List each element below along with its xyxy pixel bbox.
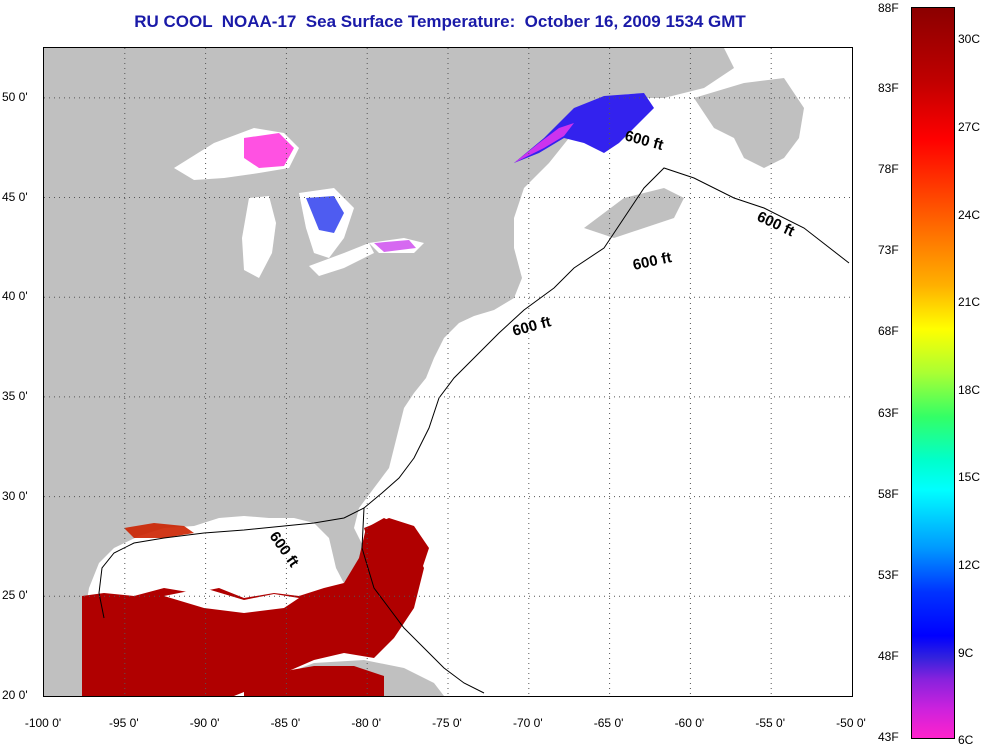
cuba-sst <box>244 666 384 696</box>
longitude-tick-label: -70 0' <box>512 716 543 730</box>
colorbar-fahrenheit-label: 68F <box>878 324 899 339</box>
contour-label-gulf: 600 ft <box>266 529 302 571</box>
latitude-tick-label: 20 0' <box>2 688 28 702</box>
latitude-tick-label: 25 0' <box>2 588 28 603</box>
nova-scotia-land <box>584 188 684 238</box>
newfoundland-land <box>694 78 804 168</box>
map-title: RU COOL NOAA-17 Sea Surface Temperature:… <box>134 12 746 31</box>
colorbar-fahrenheit-label: 58F <box>878 486 899 501</box>
lake-erie <box>309 243 374 276</box>
map-canvas: 600 ft 600 ft 600 ft 600 ft 600 ft <box>44 48 852 696</box>
colorbar-fahrenheit-label: 78F <box>878 162 899 177</box>
longitude-tick-label: -65 0' <box>593 716 624 730</box>
temperature-colorbar <box>911 7 955 739</box>
longitude-tick-label: -60 0' <box>674 716 705 730</box>
longitude-tick-label: -85 0' <box>270 716 301 730</box>
st-lawrence-sst <box>514 93 654 163</box>
longitude-tick-label: -100 0' <box>24 716 62 730</box>
colorbar-celsius-label: 6C <box>958 733 974 748</box>
colorbar-celsius-label: 30C <box>958 32 981 47</box>
colorbar-celsius-label: 24C <box>958 207 981 222</box>
latitude-tick-label: 50 0' <box>2 89 28 104</box>
colorbar-celsius-label: 15C <box>958 470 981 485</box>
grid-lines <box>44 48 852 696</box>
latitude-tick-label: 35 0' <box>2 388 28 403</box>
contour-label-georges-bank: 600 ft <box>631 249 673 274</box>
longitude-tick-label: -55 0' <box>755 716 786 730</box>
colorbar-celsius-label: 27C <box>958 120 981 135</box>
lake-michigan <box>242 196 276 278</box>
colorbar-celsius-label: 12C <box>958 558 981 573</box>
north-america-land <box>44 48 734 696</box>
latitude-tick-label: 45 0' <box>2 189 28 204</box>
lake-huron-sst <box>306 196 344 233</box>
latitude-tick-label: 40 0' <box>2 289 28 304</box>
colorbar-fahrenheit-label: 88F <box>878 1 899 15</box>
gulf-white-cloud <box>164 588 299 613</box>
longitude-tick-label: -50 0' <box>836 716 866 730</box>
colorbar-celsius-label: 9C <box>958 645 974 660</box>
shelf-contour-line <box>98 167 850 619</box>
colorbar-celsius-label: 18C <box>958 382 981 397</box>
colorbar-fahrenheit-label: 83F <box>878 81 899 96</box>
gulf-north-sst <box>124 523 194 538</box>
colorbar-fahrenheit-label: 73F <box>878 243 899 258</box>
colorbar-fahrenheit-label: 43F <box>878 730 899 744</box>
longitude-tick-label: -80 0' <box>351 716 382 730</box>
colorbar-fahrenheit-label: 53F <box>878 567 899 582</box>
longitude-tick-label: -90 0' <box>189 716 220 730</box>
colorbar-fahrenheit-label: 48F <box>878 648 899 663</box>
colorbar-celsius-label: 21C <box>958 295 981 310</box>
lake-superior-sst <box>244 133 294 168</box>
lake-ontario-sst <box>374 240 416 252</box>
sst-map[interactable]: 600 ft 600 ft 600 ft 600 ft 600 ft <box>43 47 853 697</box>
contour-label-grand-banks: 600 ft <box>754 208 797 240</box>
florida-contour-line <box>361 507 485 694</box>
contour-label-mid-atlantic: 600 ft <box>511 313 553 340</box>
florida-strait-sst <box>364 518 429 593</box>
contour-label-gulf-st-lawrence: 600 ft <box>623 127 665 154</box>
colorbar-fahrenheit-label: 63F <box>878 405 899 420</box>
latitude-tick-label: 30 0' <box>2 488 28 503</box>
longitude-tick-label: -75 0' <box>432 716 462 730</box>
longitude-tick-label: -95 0' <box>108 716 139 730</box>
